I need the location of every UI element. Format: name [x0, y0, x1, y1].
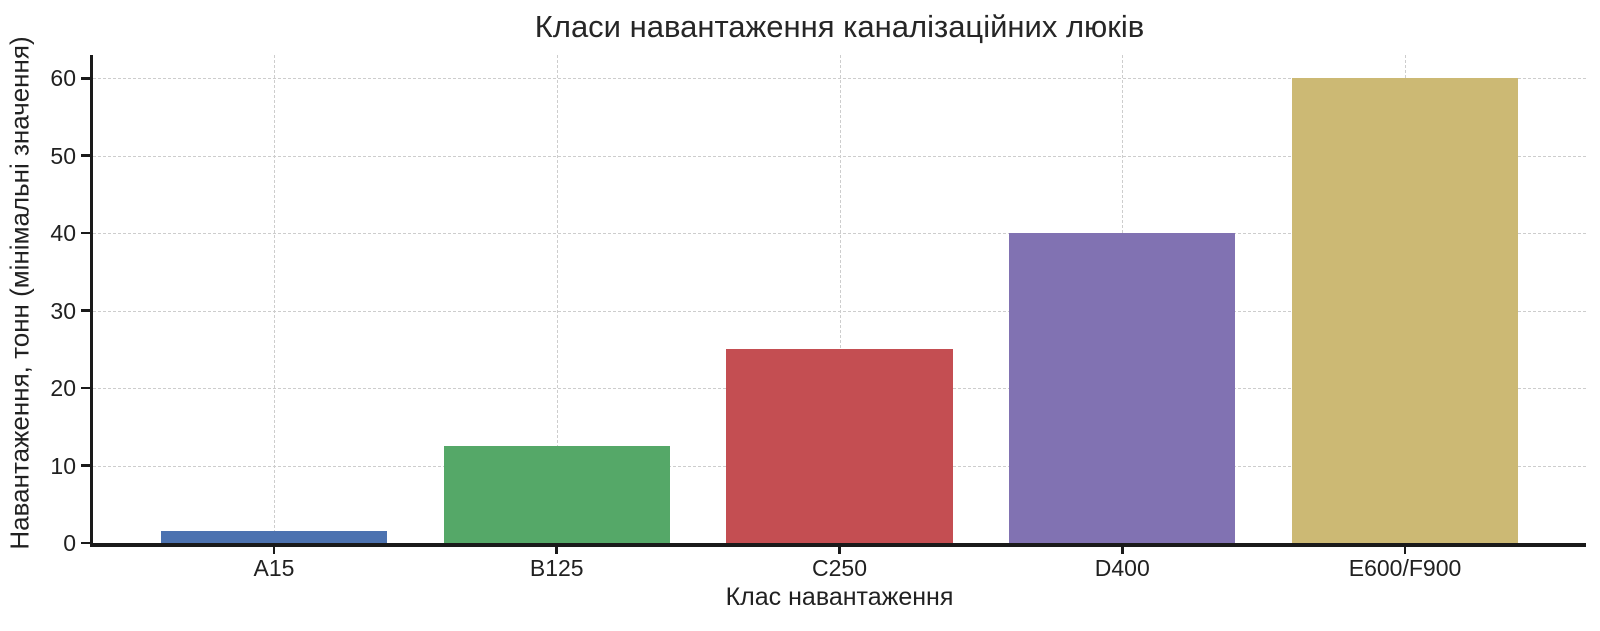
y-tick-label-50: 50	[50, 142, 76, 169]
chart-title: Класи навантаження каналізаційних люків	[534, 9, 1145, 44]
x-tick-label-d400: D400	[1094, 555, 1150, 581]
bar-c250	[726, 349, 953, 543]
x-axis-spine	[90, 543, 1586, 547]
bar-b125	[443, 446, 670, 543]
y-tick-label-10: 10	[50, 452, 76, 479]
bar-a15	[160, 531, 388, 543]
y-tick-label-30: 30	[50, 297, 76, 324]
bar-d400	[1009, 233, 1236, 543]
x-gridline-b125	[556, 55, 558, 543]
x-tick-label-c250: C250	[812, 555, 867, 581]
y-tick-label-60: 60	[50, 65, 76, 92]
y-tick-mark-50	[81, 154, 90, 157]
y-tick-mark-10	[81, 464, 90, 467]
x-tick-mark-c250	[838, 546, 841, 554]
x-tick-mark-b125	[555, 546, 559, 554]
plot-area	[93, 55, 1586, 543]
x-tick-mark-d400	[1120, 546, 1124, 554]
x-tick-label-b125: B125	[529, 555, 584, 581]
y-tick-label-0: 0	[63, 530, 76, 556]
x-tick-label-a15: A15	[253, 555, 295, 581]
y-tick-mark-60	[81, 76, 90, 80]
y-tick-mark-30	[81, 309, 90, 312]
y-tick-label-20: 20	[50, 375, 76, 402]
y-tick-label-40: 40	[50, 220, 76, 247]
bar-e600-f900	[1291, 78, 1519, 543]
y-axis-spine	[90, 55, 93, 546]
x-gridline-c250	[839, 55, 841, 543]
x-axis-label: Клас навантаження	[725, 583, 954, 611]
x-tick-label-e600-f900: E600/F900	[1348, 555, 1462, 581]
x-tick-mark-e600-f900	[1403, 546, 1407, 554]
x-tick-mark-a15	[272, 546, 276, 554]
y-tick-mark-0	[81, 541, 90, 545]
x-gridline-a15	[273, 55, 275, 543]
y-tick-mark-40	[81, 231, 90, 235]
y-tick-mark-20	[81, 386, 90, 390]
